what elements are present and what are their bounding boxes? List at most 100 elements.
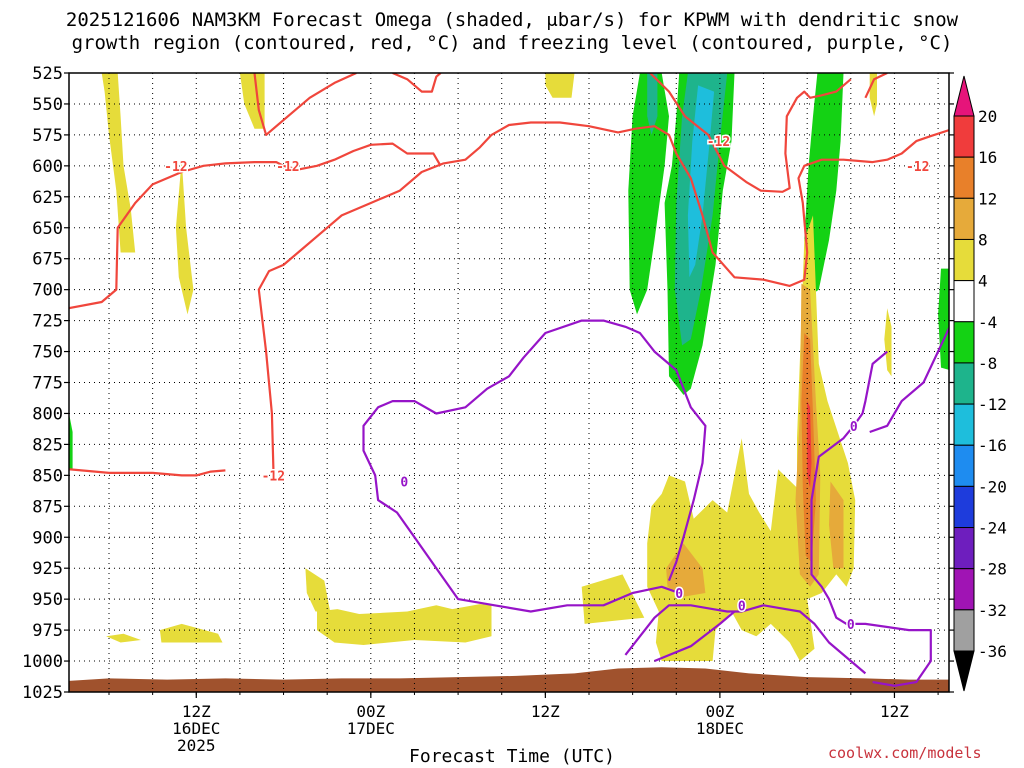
chart-title-line-1: 2025121606 NAM3KM Forecast Omega (shaded… bbox=[65, 9, 959, 31]
colorbar-band-8 bbox=[953, 444, 975, 487]
contour--12-line-1 bbox=[69, 468, 226, 477]
omega-shade-22 bbox=[829, 481, 844, 569]
y-tick-label-1025: 1025 bbox=[22, 683, 63, 703]
omega-shade-6 bbox=[804, 73, 844, 296]
omega-shade-16 bbox=[159, 623, 223, 643]
y-tick-label-800: 800 bbox=[32, 404, 63, 424]
colorbar-band-1 bbox=[953, 156, 975, 199]
colorbar-label-9: -20 bbox=[978, 477, 1007, 496]
y-tick-label-550: 550 bbox=[32, 95, 63, 115]
x-tick-label-30-0: 12Z bbox=[531, 702, 560, 721]
y-tick-label-850: 850 bbox=[32, 466, 63, 486]
omega-shade-9 bbox=[175, 159, 194, 315]
contour-0-line-0 bbox=[810, 350, 932, 687]
y-tick-label-925: 925 bbox=[32, 559, 63, 579]
y-tick-label-625: 625 bbox=[32, 188, 63, 208]
colorbar-band-5 bbox=[953, 321, 975, 364]
contour--12-line-3 bbox=[253, 73, 357, 136]
contour-0-label-4: 0 bbox=[850, 420, 858, 435]
x-axis-label: Forecast Time (UTC) bbox=[409, 746, 615, 767]
x-tick-label-18-0: 00Z bbox=[356, 702, 385, 721]
colorbar-bottom-arrow bbox=[953, 650, 975, 692]
colorbar-label-6: -8 bbox=[978, 354, 997, 373]
y-tick-label-650: 650 bbox=[32, 219, 63, 239]
omega-shade-13 bbox=[884, 308, 892, 377]
x-tick-label-6-2: 2025 bbox=[177, 736, 216, 755]
y-tick-label-675: 675 bbox=[32, 250, 63, 270]
colorbar-label-3: 8 bbox=[978, 230, 988, 249]
contour--12-label-4: -12 bbox=[262, 469, 285, 484]
colorbar-label-12: -32 bbox=[978, 601, 1007, 620]
contour-0-line-2 bbox=[362, 319, 707, 613]
contour-0-line-3 bbox=[624, 604, 867, 675]
contour--12-line-0 bbox=[69, 142, 442, 310]
omega-shade-7 bbox=[938, 268, 949, 370]
y-tick-label-725: 725 bbox=[32, 312, 63, 332]
colorbar-label-4: 4 bbox=[978, 272, 988, 291]
contour--12-label-2: -12 bbox=[707, 135, 730, 150]
contour--12-line-4 bbox=[392, 73, 442, 93]
colorbar-band-2 bbox=[953, 197, 975, 240]
contour--12-line-6 bbox=[864, 73, 888, 99]
contour--12-line-5 bbox=[649, 73, 852, 193]
colorbar-band-10 bbox=[953, 527, 975, 570]
omega-shade-3 bbox=[647, 73, 658, 135]
y-tick-label-575: 575 bbox=[32, 126, 63, 146]
y-tick-label-775: 775 bbox=[32, 374, 63, 394]
omega-shade-8 bbox=[101, 73, 136, 253]
x-tick-label-6-1: 16DEC bbox=[172, 719, 220, 738]
omega-shade-11 bbox=[545, 73, 575, 98]
x-tick-label-42-0: 00Z bbox=[705, 702, 734, 721]
colorbar-label-7: -12 bbox=[978, 395, 1007, 414]
contour-0-line-4 bbox=[654, 610, 736, 663]
y-tick-label-750: 750 bbox=[32, 343, 63, 363]
y-tick-label-825: 825 bbox=[32, 435, 63, 455]
omega-shade-14 bbox=[305, 568, 331, 612]
contour-0-label-1: 0 bbox=[675, 587, 683, 602]
omega-shade-17 bbox=[317, 604, 492, 645]
y-tick-label-900: 900 bbox=[32, 528, 63, 548]
contour--12-label-3: -12 bbox=[906, 160, 929, 175]
x-tick-label-18-1: 17DEC bbox=[347, 719, 395, 738]
y-tick-label-875: 875 bbox=[32, 497, 63, 517]
omega-shade-1 bbox=[628, 73, 669, 315]
y-tick-label-950: 950 bbox=[32, 590, 63, 610]
contour-0-line-1 bbox=[869, 326, 949, 434]
colorbar-band-11 bbox=[953, 568, 975, 611]
x-tick-label-54-0: 12Z bbox=[880, 702, 909, 721]
terrain-fill bbox=[69, 667, 949, 692]
colorbar-band-6 bbox=[953, 362, 975, 405]
omega-shade-0 bbox=[69, 413, 73, 470]
colorbar-band-7 bbox=[953, 403, 975, 446]
site-credit: coolwx.com/models bbox=[828, 744, 982, 762]
colorbar-band-4 bbox=[953, 280, 975, 323]
colorbar-label-5: -4 bbox=[978, 313, 997, 332]
contour--12-line-2 bbox=[257, 121, 949, 470]
contour--12-label-1: -12 bbox=[276, 160, 299, 175]
colorbar-label-0: 20 bbox=[978, 107, 997, 126]
colorbar-band-3 bbox=[953, 238, 975, 282]
omega-shade-15 bbox=[106, 633, 141, 643]
colorbar-top-arrow bbox=[953, 75, 975, 117]
colorbar-label-11: -28 bbox=[978, 560, 1007, 579]
omega-shade-10 bbox=[239, 73, 265, 129]
colorbar-band-12 bbox=[953, 609, 975, 652]
contour-0-label-2: 0 bbox=[738, 599, 746, 614]
x-tick-label-6-0: 12Z bbox=[182, 702, 211, 721]
colorbar-label-13: -36 bbox=[978, 642, 1007, 661]
colorbar-label-1: 16 bbox=[978, 148, 997, 167]
colorbar-label-2: 12 bbox=[978, 189, 997, 208]
colorbar-band-9 bbox=[953, 485, 975, 529]
plot-area: -12 -12 -12 -12 -12 0 0 0 0 0 bbox=[69, 73, 949, 692]
contour-0-label-3: 0 bbox=[847, 618, 855, 633]
x-tick-label-42-1: 18DEC bbox=[696, 719, 744, 738]
contour--12-label-0: -12 bbox=[164, 160, 187, 175]
y-tick-label-975: 975 bbox=[32, 621, 63, 641]
omega-shade-18 bbox=[581, 574, 645, 624]
y-tick-label-600: 600 bbox=[32, 157, 63, 177]
y-tick-label-1000: 1000 bbox=[22, 652, 63, 672]
colorbar-band-0 bbox=[953, 115, 975, 158]
colorbar-label-8: -16 bbox=[978, 436, 1007, 455]
y-tick-label-525: 525 bbox=[32, 64, 63, 84]
